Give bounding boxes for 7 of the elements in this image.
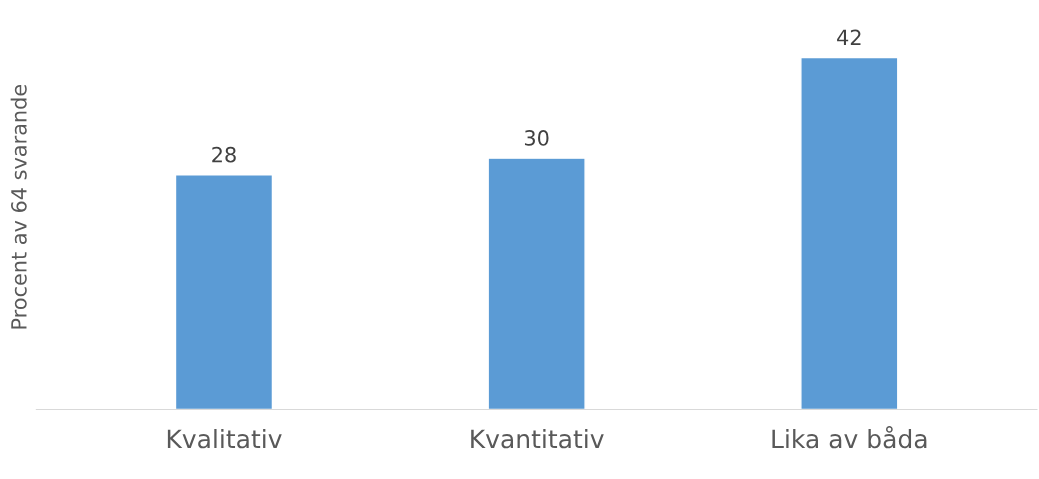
data-label: 42 — [837, 29, 861, 45]
data-label: 28 — [212, 146, 236, 163]
data-label: 30 — [524, 130, 549, 146]
y-axis-title: Procent av 64 svarande — [10, 84, 27, 329]
x-tick-label: Kvantitativ — [471, 428, 604, 449]
x-tick-label: Kvalitativ — [167, 428, 282, 449]
x-tick-label: Lika av båda — [772, 426, 927, 449]
